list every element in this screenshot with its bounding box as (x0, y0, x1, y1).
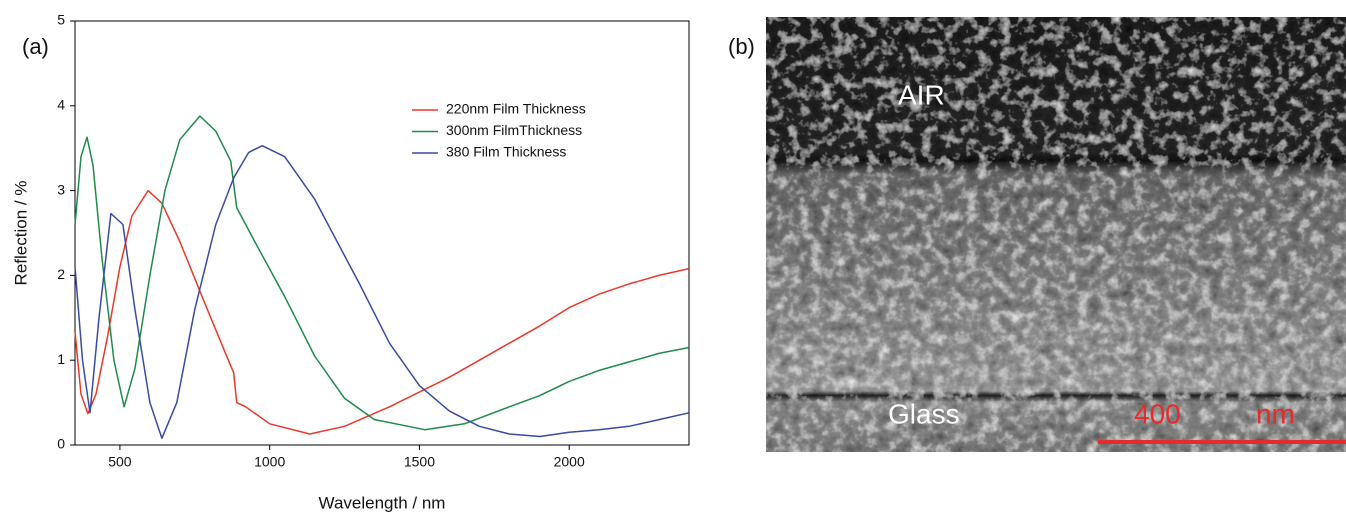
x-tick-label: 1000 (254, 454, 285, 470)
y-tick-label: 0 (57, 436, 65, 452)
legend-label: 300nm FilmThickness (446, 122, 582, 138)
layer-label: AIR (898, 79, 945, 110)
plot-frame (75, 21, 689, 445)
x-tick-label: 2000 (554, 454, 585, 470)
y-tick-label: 5 (57, 12, 65, 28)
scale-unit: nm (1256, 398, 1295, 429)
legend-label: 380 Film Thickness (446, 144, 566, 160)
scale-value: 400 (1134, 398, 1181, 429)
sem-image (766, 17, 1346, 452)
x-tick-label: 500 (108, 454, 132, 470)
y-tick-label: 2 (57, 266, 65, 282)
y-tick-label: 4 (57, 97, 65, 113)
layer-label: Glass (888, 398, 960, 429)
figure: (a) Wavelength / nm Reflection / % 50010… (0, 0, 1346, 514)
y-axis-label: Reflection / % (11, 181, 30, 286)
x-tick-label: 1500 (404, 454, 435, 470)
y-tick-label: 3 (57, 181, 65, 197)
panel-label: (b) (728, 34, 755, 59)
y-tick-label: 1 (57, 351, 65, 367)
series-line (75, 146, 689, 439)
legend-label: 220nm Film Thickness (446, 101, 586, 117)
series-line (75, 116, 689, 430)
series-line (75, 191, 689, 434)
panel-label: (a) (22, 34, 49, 59)
x-axis-label: Wavelength / nm (319, 493, 446, 512)
